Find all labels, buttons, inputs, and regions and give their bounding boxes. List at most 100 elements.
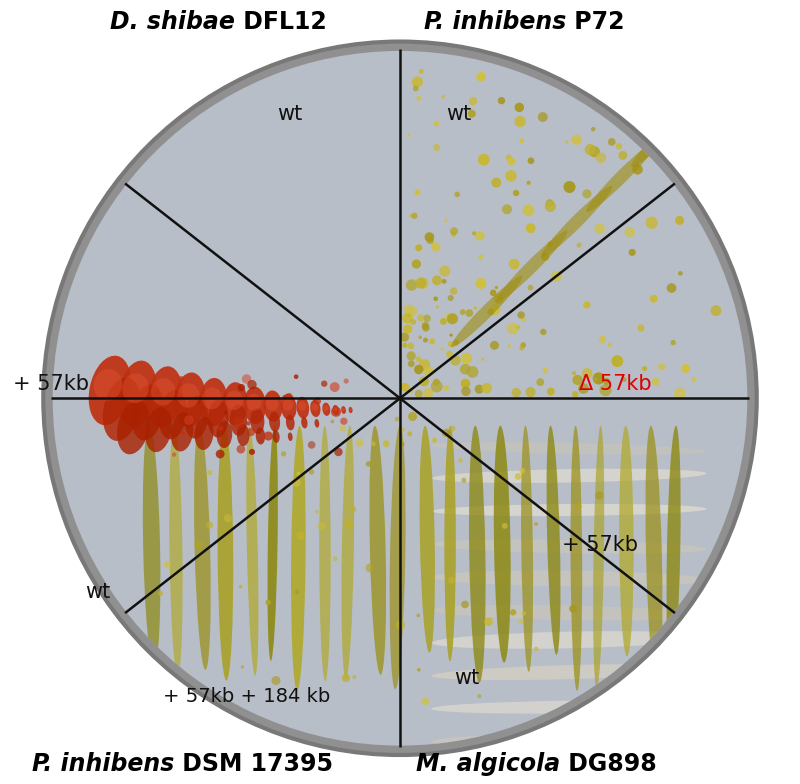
Ellipse shape [281, 451, 286, 456]
Ellipse shape [206, 521, 213, 528]
Ellipse shape [382, 440, 390, 447]
Ellipse shape [519, 139, 524, 143]
Ellipse shape [509, 259, 519, 270]
Ellipse shape [429, 338, 435, 344]
Ellipse shape [442, 95, 446, 99]
Ellipse shape [117, 401, 150, 454]
Ellipse shape [419, 426, 435, 652]
Ellipse shape [599, 336, 606, 343]
Ellipse shape [450, 227, 458, 235]
Ellipse shape [466, 309, 473, 317]
Circle shape [43, 42, 757, 755]
Ellipse shape [491, 178, 502, 187]
Ellipse shape [242, 374, 251, 383]
Ellipse shape [308, 441, 315, 448]
Ellipse shape [323, 405, 329, 411]
Ellipse shape [194, 417, 214, 450]
Ellipse shape [618, 151, 627, 160]
Ellipse shape [415, 278, 426, 289]
Ellipse shape [94, 369, 122, 401]
Ellipse shape [431, 242, 440, 252]
Ellipse shape [432, 437, 437, 443]
Ellipse shape [414, 190, 420, 195]
Ellipse shape [430, 380, 442, 393]
Ellipse shape [292, 478, 301, 487]
Ellipse shape [334, 407, 338, 412]
Ellipse shape [207, 470, 213, 475]
Ellipse shape [507, 323, 518, 334]
Ellipse shape [570, 604, 577, 612]
Text: + 57kb: + 57kb [562, 535, 638, 555]
Ellipse shape [593, 426, 604, 689]
Ellipse shape [502, 204, 512, 214]
Ellipse shape [575, 503, 582, 510]
Ellipse shape [566, 140, 569, 143]
Circle shape [53, 51, 747, 746]
Ellipse shape [267, 426, 278, 661]
Ellipse shape [291, 426, 306, 691]
Ellipse shape [333, 405, 339, 415]
Ellipse shape [238, 585, 242, 589]
Text: P. inhibens: P. inhibens [31, 752, 174, 775]
Ellipse shape [546, 199, 554, 207]
Ellipse shape [334, 448, 342, 456]
Ellipse shape [394, 416, 400, 422]
Ellipse shape [507, 158, 515, 165]
Ellipse shape [417, 278, 428, 289]
Ellipse shape [266, 397, 278, 411]
Ellipse shape [282, 399, 294, 411]
Ellipse shape [448, 341, 454, 347]
Ellipse shape [408, 307, 418, 316]
Ellipse shape [585, 144, 596, 155]
Ellipse shape [594, 223, 605, 234]
Ellipse shape [474, 307, 477, 310]
Ellipse shape [478, 154, 490, 165]
Ellipse shape [506, 154, 512, 161]
Ellipse shape [541, 252, 549, 261]
Ellipse shape [416, 96, 422, 101]
Ellipse shape [340, 418, 347, 425]
Ellipse shape [507, 344, 511, 348]
Ellipse shape [273, 430, 280, 443]
Ellipse shape [282, 395, 286, 399]
Ellipse shape [431, 664, 706, 680]
Ellipse shape [118, 361, 157, 426]
Ellipse shape [250, 408, 264, 434]
Ellipse shape [281, 394, 297, 420]
Ellipse shape [345, 520, 354, 528]
Ellipse shape [558, 270, 562, 274]
Ellipse shape [534, 522, 538, 526]
Ellipse shape [461, 387, 470, 396]
Ellipse shape [578, 383, 589, 394]
Ellipse shape [400, 332, 409, 342]
Ellipse shape [319, 426, 330, 681]
Ellipse shape [415, 245, 422, 252]
Ellipse shape [678, 271, 682, 276]
Ellipse shape [475, 278, 486, 289]
Ellipse shape [295, 590, 299, 594]
Ellipse shape [122, 373, 149, 403]
Ellipse shape [646, 216, 658, 229]
Ellipse shape [545, 201, 556, 212]
Ellipse shape [403, 325, 412, 334]
Ellipse shape [710, 305, 722, 316]
Ellipse shape [444, 426, 456, 661]
Ellipse shape [474, 385, 484, 394]
Ellipse shape [407, 343, 414, 350]
Ellipse shape [349, 408, 352, 411]
Ellipse shape [370, 426, 386, 675]
Ellipse shape [642, 366, 647, 371]
Ellipse shape [399, 427, 405, 432]
Text: D. shibae: D. shibae [110, 10, 234, 34]
Ellipse shape [431, 631, 706, 649]
Ellipse shape [414, 390, 422, 397]
Ellipse shape [666, 283, 677, 293]
Ellipse shape [440, 318, 447, 325]
Ellipse shape [333, 556, 338, 561]
Text: DFL12: DFL12 [234, 10, 326, 34]
Ellipse shape [309, 470, 314, 474]
Ellipse shape [542, 368, 548, 373]
Ellipse shape [444, 219, 448, 222]
Ellipse shape [237, 445, 245, 453]
Ellipse shape [184, 416, 194, 425]
